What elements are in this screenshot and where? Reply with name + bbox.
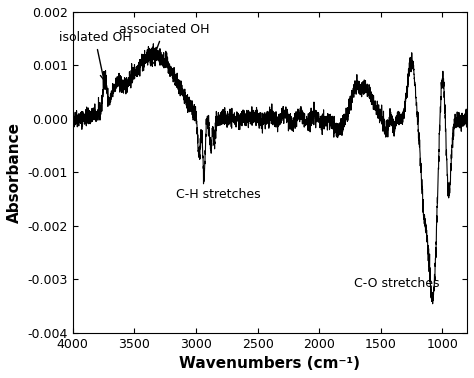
Text: C-H stretches: C-H stretches [176, 188, 260, 201]
X-axis label: Wavenumbers (cm⁻¹): Wavenumbers (cm⁻¹) [179, 356, 360, 371]
Y-axis label: Absorbance: Absorbance [7, 122, 22, 223]
Text: isolated OH: isolated OH [59, 31, 131, 80]
Text: associated OH: associated OH [118, 23, 209, 66]
Text: C-O stretches: C-O stretches [355, 277, 440, 290]
